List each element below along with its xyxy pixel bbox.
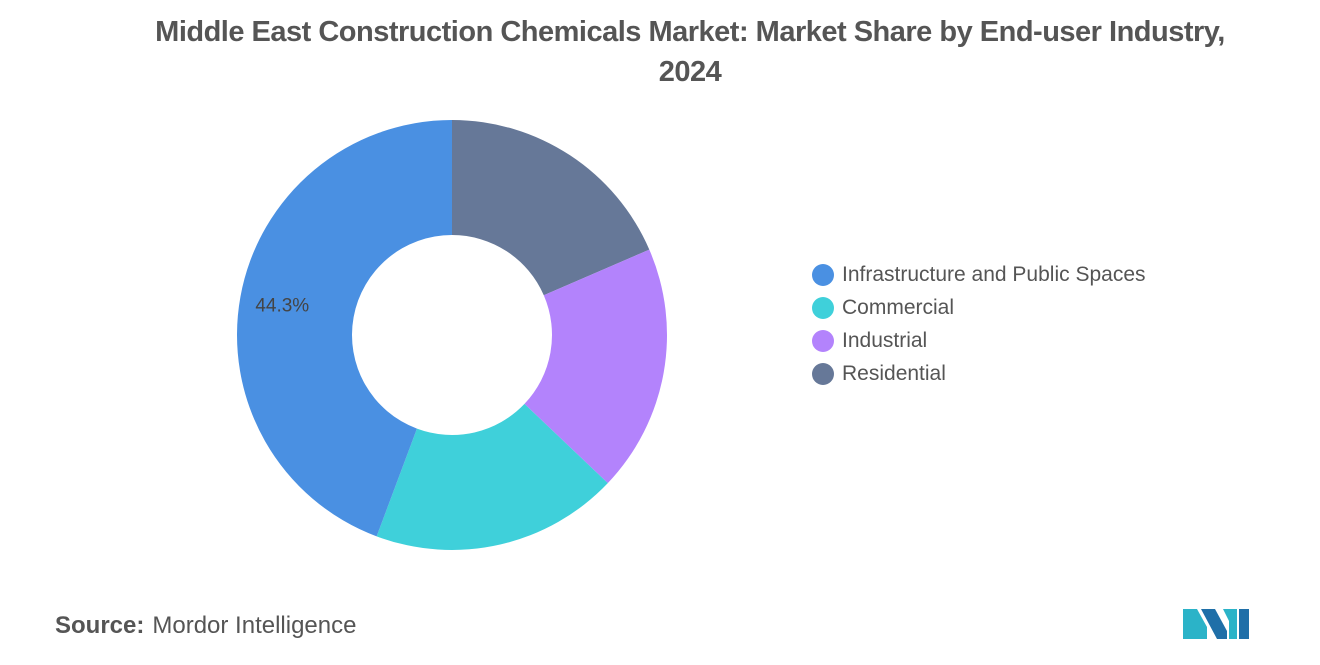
legend-item: Commercial — [812, 291, 1146, 324]
legend-swatch — [812, 296, 834, 319]
legend-label: Industrial — [842, 328, 928, 352]
legend-label: Residential — [842, 361, 946, 385]
slice-residential — [452, 120, 650, 296]
data-label: 44.3% — [255, 295, 309, 316]
slice-infrastructure-and-public-spaces — [237, 120, 452, 537]
legend-label: Infrastructure and Public Spaces — [842, 262, 1146, 286]
source-label: Source: — [55, 612, 145, 639]
legend-swatch — [812, 362, 834, 385]
legend: Infrastructure and Public Spaces Commerci… — [812, 258, 1146, 390]
chart-title: Middle East Construction Chemicals Marke… — [155, 16, 1225, 88]
slice-industrial — [524, 249, 667, 484]
legend-label: Commercial — [842, 295, 955, 319]
slice-commercial — [376, 403, 608, 550]
legend-swatch — [812, 263, 834, 286]
legend-item: Residential — [812, 357, 1146, 390]
legend-swatch — [812, 329, 834, 352]
legend-item: Industrial — [812, 324, 1146, 357]
source-value: Mordor Intelligence — [152, 612, 357, 639]
source: Source: Mordor Intelligence — [55, 612, 356, 640]
legend-item: Infrastructure and Public Spaces — [812, 258, 1146, 291]
donut-chart: 44.3% — [237, 120, 667, 550]
mordor-logo — [1183, 609, 1249, 639]
